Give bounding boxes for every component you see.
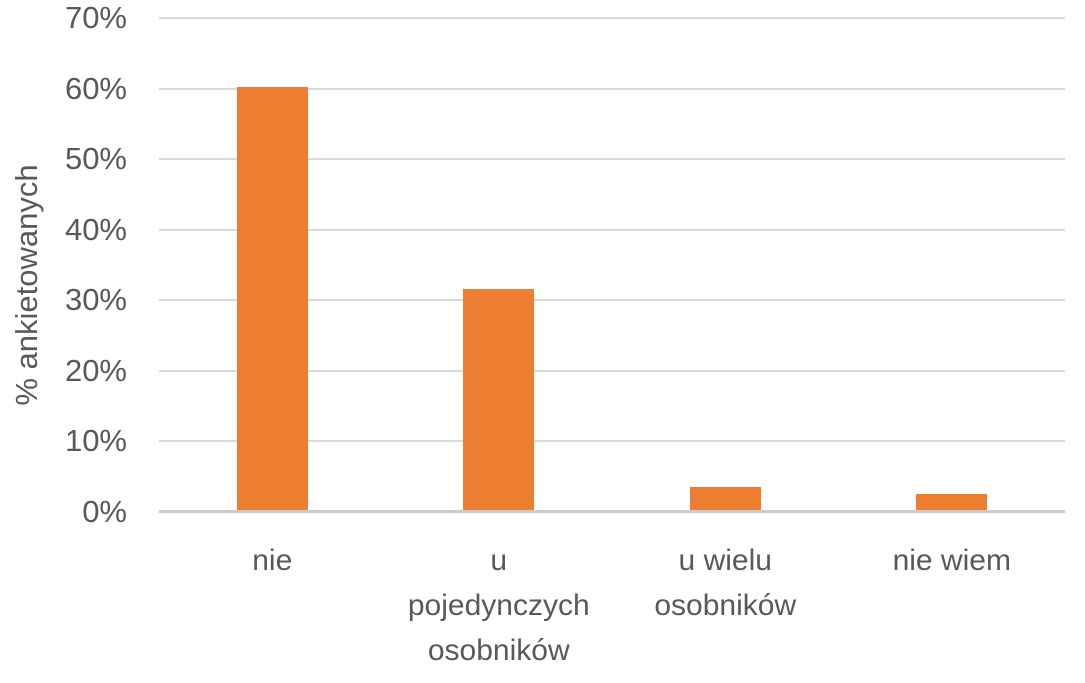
- bar-nie: [236, 86, 308, 510]
- gridline: [159, 228, 1065, 231]
- bar-slot: [839, 18, 1066, 512]
- y-tick-label: 50%: [64, 141, 127, 177]
- bar-u-pojedynczych-osobników: [463, 289, 535, 510]
- y-tick-label: 40%: [64, 211, 127, 247]
- x-category-label-line: u: [490, 544, 508, 577]
- bar-slot: [159, 18, 386, 512]
- x-category-label-line: osobników: [427, 634, 570, 667]
- bar-nie-wiem: [916, 493, 988, 510]
- x-category-label: u wielu osobników: [612, 538, 839, 673]
- gridline: [159, 369, 1065, 372]
- x-axis-labels: nie u pojedynczych osobników u wielu osobnikó…: [159, 538, 1065, 673]
- x-axis-line: [159, 510, 1065, 513]
- y-tick-label: 60%: [64, 70, 127, 106]
- plot-area: [159, 17, 1065, 513]
- x-category-label-line: u wielu: [678, 544, 772, 577]
- x-category-label-line: nie: [252, 544, 293, 577]
- y-tick-label: 10%: [64, 423, 127, 459]
- gridline: [159, 299, 1065, 302]
- y-tick-label: 70%: [64, 0, 127, 35]
- bar-slot: [386, 18, 613, 512]
- y-axis: 0% 10% 20% 30% 40% 50% 60% 70%: [0, 0, 127, 529]
- y-tick-label: 30%: [64, 282, 127, 318]
- x-category-label: nie wiem: [839, 538, 1066, 673]
- x-category-label: nie: [159, 538, 386, 673]
- y-tick-label: 0%: [82, 494, 127, 529]
- gridline: [159, 17, 1065, 19]
- gridline: [159, 87, 1065, 90]
- x-category-label-line: nie wiem: [892, 544, 1011, 577]
- bar-series: [159, 18, 1065, 512]
- y-tick-label: 20%: [64, 352, 127, 388]
- x-category-label: u pojedynczych osobników: [386, 538, 613, 673]
- bar-slot: [612, 18, 839, 512]
- bar-u-wielu-osobników: [689, 487, 761, 510]
- gridline: [159, 158, 1065, 161]
- x-category-label-line: osobników: [654, 589, 797, 622]
- x-category-label-line: pojedynczych: [407, 589, 590, 622]
- gridline: [159, 440, 1065, 443]
